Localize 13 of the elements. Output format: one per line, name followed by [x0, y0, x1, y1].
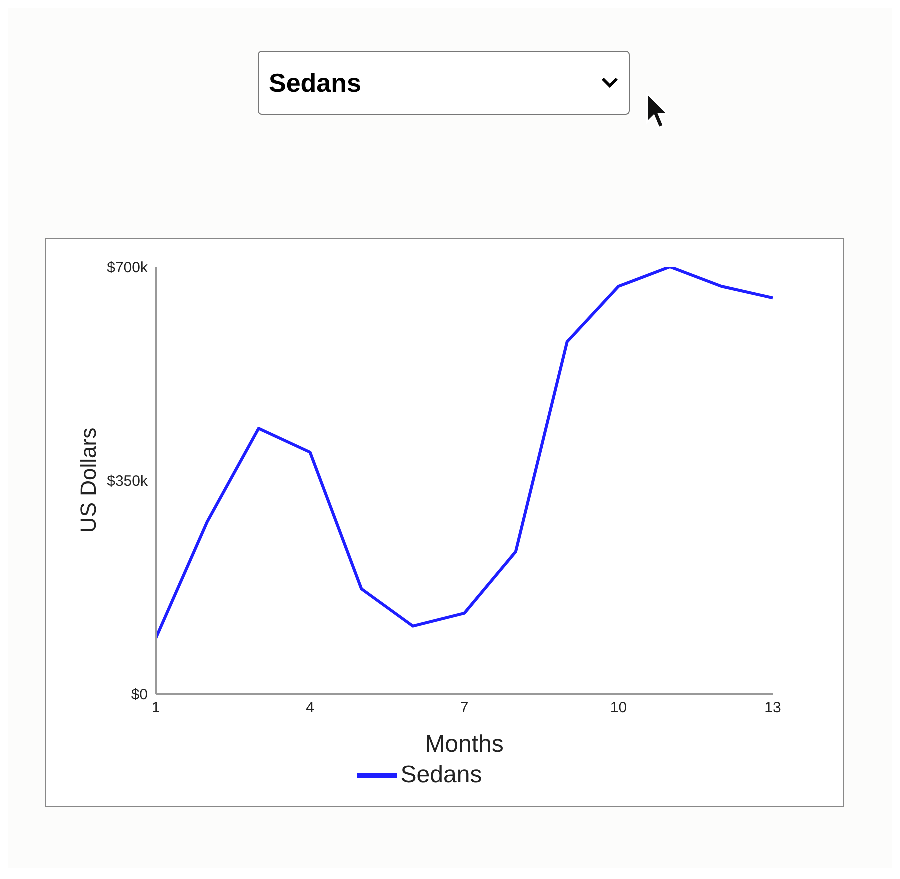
y-tick-label: $350k — [107, 472, 148, 490]
legend-label: Sedans — [400, 761, 482, 788]
y-tick-label: $0 — [131, 686, 148, 704]
line-series — [156, 267, 773, 640]
x-tick-label: 7 — [460, 700, 469, 717]
y-axis-title: US Dollars — [76, 428, 101, 534]
x-tick-label: 13 — [764, 700, 782, 717]
x-axis-title: Months — [425, 731, 504, 758]
x-tick-label: 10 — [610, 700, 628, 717]
y-tick-label: $700k — [107, 259, 148, 276]
text: Sedans — [269, 68, 362, 98]
x-tick-label: 4 — [306, 700, 314, 717]
x-tick-label: 1 — [152, 700, 160, 717]
